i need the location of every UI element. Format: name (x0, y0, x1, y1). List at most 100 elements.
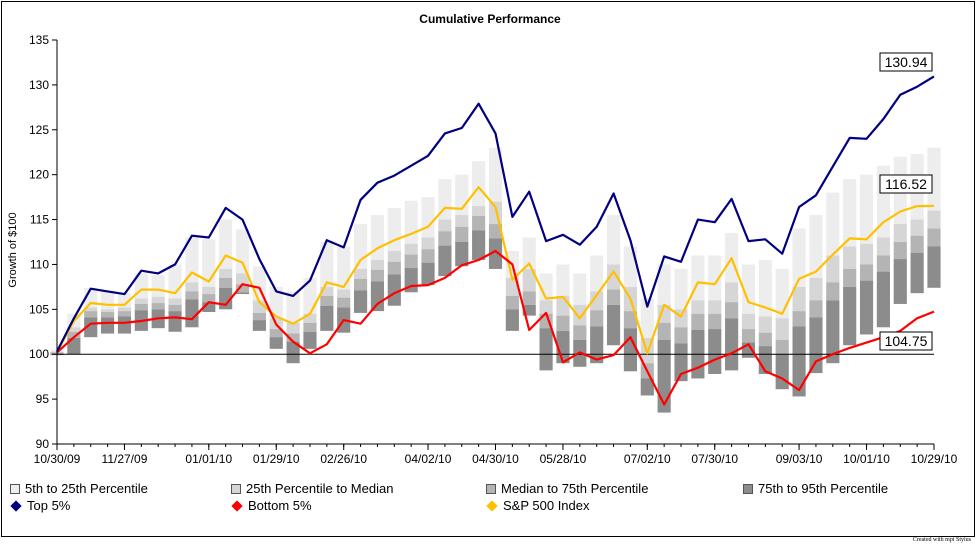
band-bar-2 (606, 289, 621, 305)
diamond-icon (231, 499, 243, 512)
band-bar-3 (910, 252, 924, 294)
band-bar-0 (927, 147, 941, 211)
band-bar-2 (387, 261, 401, 275)
band-bar-2 (876, 255, 890, 272)
band-bar-0 (640, 298, 654, 339)
band-bar-1 (505, 277, 519, 296)
band-bar-2 (353, 278, 368, 291)
band-bar-1 (606, 264, 621, 290)
band-bar-1 (404, 243, 418, 255)
top-5-line (56, 75, 935, 352)
band-bar-1 (522, 268, 536, 292)
band-bar-3 (640, 378, 654, 396)
y-tick-label: 105 (29, 302, 49, 316)
band-bar-1 (843, 246, 857, 269)
band-bar-1 (741, 313, 756, 330)
band-bar-1 (202, 286, 216, 295)
legend-label: Top 5% (27, 498, 71, 513)
band-bar-2 (488, 224, 503, 239)
band-bar-0 (792, 228, 806, 287)
band-bar-2 (101, 312, 115, 318)
band-bar-1 (421, 237, 435, 250)
end-label-box (879, 52, 933, 72)
band-bar-0 (472, 161, 486, 207)
band-bar-1 (775, 318, 789, 340)
band-bar-1 (472, 206, 486, 216)
band-bar-0 (101, 290, 115, 310)
diamond-icon (10, 499, 22, 512)
band-bar-1 (556, 295, 570, 316)
band-bar-1 (573, 304, 587, 326)
band-bar-2 (623, 311, 638, 329)
band-bar-3 (438, 245, 452, 277)
band-bar-3 (202, 302, 216, 313)
band-bar-2 (927, 228, 941, 247)
y-axis-label: Growth of $100 (7, 212, 19, 287)
legend-swatch (10, 483, 20, 494)
x-tick-label: 01/29/10 (253, 452, 300, 466)
band-bar-0 (235, 229, 250, 274)
band-bar-3 (876, 271, 890, 328)
band-bar-2 (522, 291, 536, 305)
band-bar-2 (202, 294, 216, 303)
end-labels: 130.94 116.52 104.75 (879, 52, 933, 351)
y-tick-label: 130 (29, 78, 49, 92)
band-bar-3 (522, 304, 536, 316)
band-bar-2 (725, 302, 739, 319)
band-bar-1 (438, 219, 452, 232)
band-bar-2 (286, 333, 300, 342)
band-bar-0 (573, 273, 587, 305)
y-tick-label: 100 (29, 347, 49, 361)
band-bar-0 (674, 268, 688, 310)
percentile-bands (50, 147, 941, 413)
band-bar-2 (809, 300, 823, 318)
band-bar-1 (455, 215, 469, 227)
x-tick-label: 11/27/09 (102, 452, 148, 466)
band-bar-1 (134, 298, 148, 304)
end-label-text: 130.94 (885, 54, 928, 70)
legend-item-75-95: 75th to 95th Percentile (743, 481, 888, 496)
band-bar-0 (353, 224, 368, 269)
band-bar-2 (303, 322, 317, 332)
band-bar-1 (84, 307, 98, 312)
band-bar-2 (337, 297, 351, 308)
band-bar-2 (708, 313, 722, 330)
band-bar-3 (320, 305, 334, 331)
band-bar-2 (84, 311, 98, 318)
band-bar-1 (488, 201, 503, 225)
band-bar-1 (185, 282, 199, 292)
band-bar-2 (674, 327, 688, 344)
band-bar-1 (320, 286, 334, 296)
band-bar-3 (353, 290, 368, 313)
band-bar-0 (286, 291, 300, 323)
band-bar-0 (185, 237, 199, 283)
band-bar-0 (421, 197, 435, 238)
band-bar-1 (101, 309, 115, 313)
band-bar-3 (539, 328, 553, 371)
legend-label: 25th Percentile to Median (246, 481, 394, 496)
band-bar-2 (117, 311, 132, 317)
legend-item-bottom5: Bottom 5% (231, 498, 312, 513)
band-bar-0 (269, 286, 283, 319)
band-bar-3 (101, 317, 115, 334)
band-bar-2 (758, 332, 772, 347)
band-bar-3 (421, 262, 435, 286)
band-bar-0 (657, 264, 671, 305)
legend-swatch (743, 483, 753, 494)
end-label-text: 104.75 (885, 333, 928, 349)
x-tick-label: 05/28/10 (540, 452, 587, 466)
band-bar-2 (691, 313, 705, 330)
x-tick-label: 07/30/10 (691, 452, 738, 466)
band-bar-0 (843, 179, 857, 247)
y-tick-label: 110 (30, 257, 49, 271)
band-bar-3 (269, 337, 283, 349)
band-bar-2 (168, 304, 182, 312)
band-bar-0 (337, 246, 351, 290)
band-bar-2 (438, 231, 452, 246)
band-bar-0 (590, 255, 604, 292)
band-bar-3 (775, 354, 789, 390)
legend-label: 75th to 95th Percentile (758, 481, 889, 496)
band-bar-0 (320, 242, 334, 287)
band-bar-3 (235, 292, 250, 295)
legend-label: Bottom 5% (248, 498, 312, 513)
